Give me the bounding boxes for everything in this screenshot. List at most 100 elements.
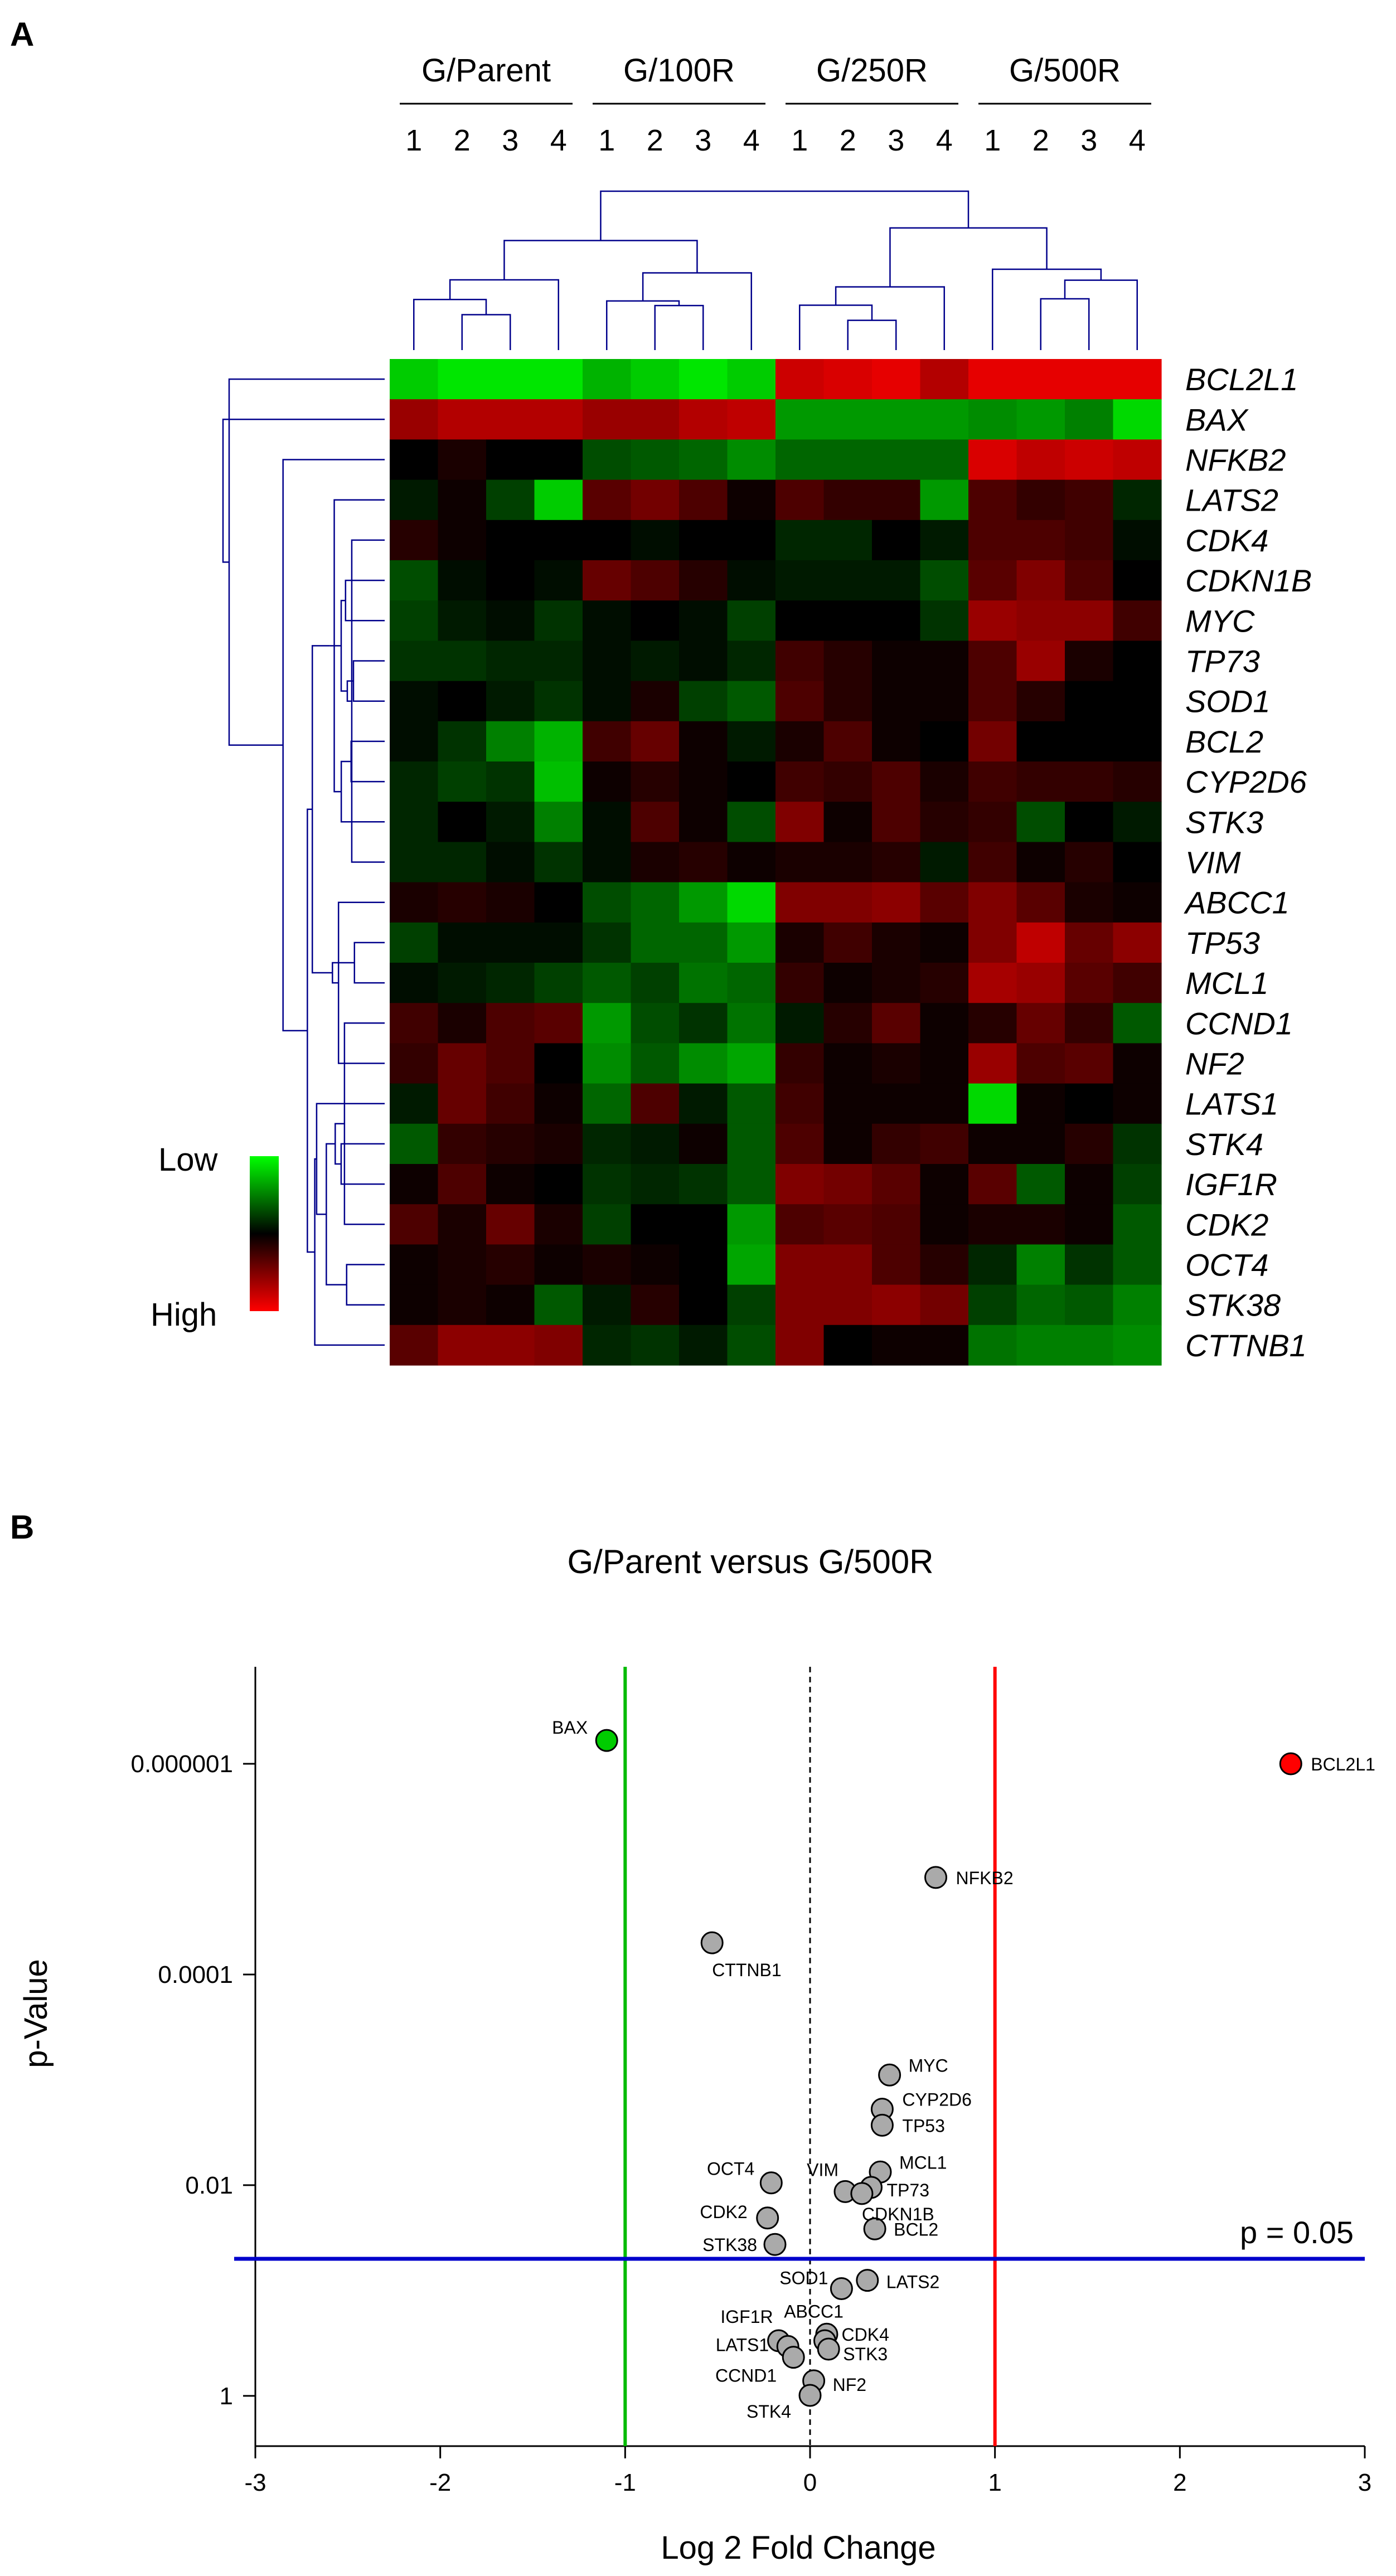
gene-label-cdk2: CDK2: [1185, 1207, 1268, 1242]
heatmap-cell-vim-10: [823, 842, 872, 883]
heatmap-cell-bcl2-2: [438, 721, 487, 762]
heatmap-cell-vim-12: [920, 842, 969, 883]
heatmap-cell-cdkn1b-3: [486, 560, 535, 601]
heatmap-cell-stk3-4: [534, 802, 583, 842]
heatmap-cell-tp73-1: [390, 641, 439, 682]
heatmap-cell-sod1-2: [438, 681, 487, 722]
heatmap-cell-igf1r-7: [679, 1164, 728, 1205]
heatmap-cell-lats1-11: [872, 1083, 921, 1124]
group-label-1: G/Parent: [421, 52, 551, 89]
point-ccnd1: [782, 2346, 805, 2369]
heatmap-cell-vim-3: [486, 842, 535, 883]
heatmap-cell-oct4-15: [1065, 1244, 1114, 1285]
heatmap-cell-mcl1-5: [583, 963, 632, 1003]
heatmap-cell-mcl1-6: [631, 963, 680, 1003]
point-label-oct4: OCT4: [707, 2159, 754, 2179]
heatmap-cell-cyp2d6-5: [583, 761, 632, 802]
heatmap-cell-bax-11: [872, 399, 921, 440]
heatmap-cell-abcc1-14: [1016, 882, 1065, 923]
point-label-lats2: LATS2: [886, 2272, 939, 2292]
heatmap-cell-sod1-16: [1113, 681, 1162, 722]
heatmap-cell-myc-7: [679, 600, 728, 641]
heatmap-cell-cttnb1-4: [534, 1325, 583, 1366]
heatmap-cell-myc-9: [775, 600, 825, 641]
heatmap-cell-tp73-14: [1016, 641, 1065, 682]
heatmap-cell-ccnd1-4: [534, 1003, 583, 1044]
heatmap-cell-nfkb2-1: [390, 439, 439, 481]
heatmap-cell-cyp2d6-9: [775, 761, 825, 802]
heatmap-cell-cyp2d6-16: [1113, 761, 1162, 802]
point-label-cdk4: CDK4: [842, 2325, 889, 2345]
heatmap-cell-cdkn1b-7: [679, 560, 728, 601]
row-dendrogram-branch: [340, 599, 347, 692]
heatmap-cell-oct4-9: [775, 1244, 825, 1285]
point-label-nf2: NF2: [833, 2375, 866, 2395]
panel-a-letter: A: [10, 16, 34, 53]
heatmap-cell-lats1-2: [438, 1083, 487, 1124]
heatmap-cell-igf1r-9: [775, 1164, 825, 1205]
color-scale-legend: Low High: [151, 1142, 279, 1333]
heatmap-cell-cdkn1b-8: [727, 560, 776, 601]
heatmap-cell-stk4-15: [1065, 1123, 1114, 1165]
heatmap-cell-lats2-9: [775, 479, 825, 521]
heatmap-cell-ccnd1-5: [583, 1003, 632, 1044]
heatmap-cell-cdk2-15: [1065, 1204, 1114, 1245]
heatmap-cell-tp53-10: [823, 922, 872, 963]
heatmap-cell-bcl2-16: [1113, 721, 1162, 762]
heatmap-cell-cttnb1-3: [486, 1325, 535, 1366]
column-dendrogram-branch: [461, 314, 511, 350]
heatmap-cell-nfkb2-5: [583, 439, 632, 481]
heatmap-cell-tp53-9: [775, 922, 825, 963]
heatmap-cell-bcl2-11: [872, 721, 921, 762]
heatmap-cell-mcl1-10: [823, 963, 872, 1003]
heatmap-cell-cdk4-3: [486, 520, 535, 561]
x-tick-label: -3: [244, 2469, 266, 2496]
heatmap-cell-cdk4-1: [390, 520, 439, 561]
column-dendrogram: [413, 190, 1138, 350]
heatmap-cell-sod1-5: [583, 681, 632, 722]
point-oct4: [759, 2171, 783, 2195]
heatmap-cell-abcc1-2: [438, 882, 487, 923]
heatmap-cell-nf2-8: [727, 1043, 776, 1084]
replicate-label-1-2: 2: [454, 124, 471, 157]
heatmap-cell-igf1r-5: [583, 1164, 632, 1205]
heatmap-cell-cdk4-16: [1113, 520, 1162, 561]
column-dendrogram-branch: [1040, 298, 1090, 350]
heatmap-cell-tp53-14: [1016, 922, 1065, 963]
point-label-cttnb1: CTTNB1: [712, 1960, 781, 1980]
heatmap-cell-tp53-4: [534, 922, 583, 963]
heatmap-cell-cttnb1-13: [968, 1325, 1017, 1366]
heatmap-cell-lats2-1: [390, 479, 439, 521]
heatmap-cell-bax-3: [486, 399, 535, 440]
heatmap-cell-bcl2l1-3: [486, 359, 535, 400]
x-tick-label: -1: [614, 2469, 636, 2496]
volcano-threshold-lines: p = 0.05: [234, 1667, 1365, 2446]
heatmap-cell-tp73-11: [872, 641, 921, 682]
point-label-lats1: LATS1: [716, 2335, 769, 2355]
volcano-x-axis-label: Log 2 Fold Change: [661, 2530, 935, 2566]
heatmap-cell-stk38-4: [534, 1284, 583, 1326]
point-label-bcl2l1: BCL2L1: [1311, 1754, 1375, 1774]
heatmap-cell-vim-7: [679, 842, 728, 883]
heatmap-cell-bax-7: [679, 399, 728, 440]
point-label-sod1: SOD1: [779, 2268, 828, 2288]
row-dendrogram-branch: [326, 1143, 347, 1285]
heatmap-cell-tp53-2: [438, 922, 487, 963]
heatmap-cell-bax-15: [1065, 399, 1114, 440]
heatmap-cell-myc-13: [968, 600, 1017, 641]
heatmap-cell-tp53-11: [872, 922, 921, 963]
row-dendrogram-branch: [311, 645, 333, 974]
x-tick-label: 2: [1173, 2469, 1186, 2496]
heatmap-cell-igf1r-12: [920, 1164, 969, 1205]
point-label-bcl2: BCL2: [894, 2219, 938, 2239]
heatmap-cell-stk4-10: [823, 1123, 872, 1165]
heatmap-cell-abcc1-7: [679, 882, 728, 923]
heatmap-cell-igf1r-2: [438, 1164, 487, 1205]
heatmap-cell-bcl2l1-4: [534, 359, 583, 400]
heatmap-cell-cyp2d6-2: [438, 761, 487, 802]
point-label-stk38: STK38: [702, 2235, 757, 2255]
heatmap-cell-mcl1-2: [438, 963, 487, 1003]
point-bax: [595, 1729, 618, 1752]
